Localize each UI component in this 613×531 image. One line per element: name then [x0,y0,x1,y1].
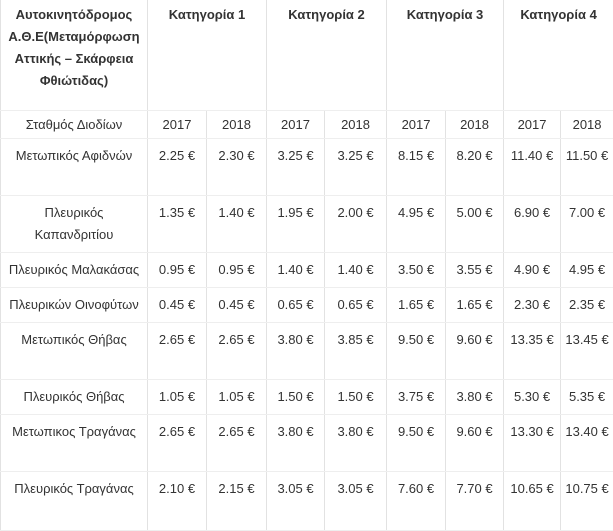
toll-price: 8.20 € [446,138,504,195]
toll-price: 10.65 € [504,471,561,530]
toll-price: 4.95 € [561,252,613,287]
category-header: Κατηγορία 1 [148,0,267,110]
toll-price: 4.95 € [387,195,446,252]
toll-price: 5.30 € [504,379,561,414]
station-name: Μετωπικός Αφιδνών [1,138,148,195]
toll-price: 3.55 € [446,252,504,287]
toll-price: 1.40 € [207,195,267,252]
toll-price: 11.40 € [504,138,561,195]
toll-price: 13.45 € [561,322,613,379]
category-header: Κατηγορία 3 [387,0,504,110]
table-row: Αυτοκινητόδρομος Α.Θ.Ε(Μεταμόρφωση Αττικ… [1,0,613,110]
year-header: 2018 [446,110,504,138]
toll-price: 9.50 € [387,414,446,471]
toll-price: 3.05 € [267,471,325,530]
toll-price: 2.30 € [504,287,561,322]
toll-price: 3.80 € [267,322,325,379]
toll-price: 2.10 € [148,471,207,530]
toll-price: 1.95 € [267,195,325,252]
toll-price: 2.00 € [325,195,387,252]
toll-price: 1.35 € [148,195,207,252]
toll-price: 2.65 € [207,414,267,471]
toll-price: 0.95 € [207,252,267,287]
toll-price: 9.60 € [446,414,504,471]
toll-price: 0.65 € [267,287,325,322]
toll-price: 9.50 € [387,322,446,379]
page: {"table": { "header": {"title": "Αυτοκιν… [0,0,613,484]
year-header: 2017 [148,110,207,138]
toll-price: 3.80 € [325,414,387,471]
toll-price: 2.65 € [148,414,207,471]
category-header: Κατηγορία 4 [504,0,613,110]
toll-price: 1.65 € [387,287,446,322]
toll-price: 0.95 € [148,252,207,287]
toll-price: 1.40 € [267,252,325,287]
toll-price: 3.25 € [325,138,387,195]
toll-price: 1.50 € [267,379,325,414]
year-header: 2018 [207,110,267,138]
toll-price: 6.90 € [504,195,561,252]
toll-price: 3.80 € [446,379,504,414]
station-name: Πλευρικός Μαλακάσας [1,252,148,287]
year-header: 2018 [561,110,613,138]
toll-price: 1.05 € [148,379,207,414]
toll-price: 0.45 € [148,287,207,322]
toll-price: 4.90 € [504,252,561,287]
toll-price: 10.75 € [561,471,613,530]
station-name: Πλευρικός Τραγάνας [1,471,148,530]
toll-price: 1.50 € [325,379,387,414]
toll-price: 2.15 € [207,471,267,530]
toll-price: 2.35 € [561,287,613,322]
toll-price: 2.25 € [148,138,207,195]
toll-price: 2.30 € [207,138,267,195]
toll-price: 2.65 € [207,322,267,379]
toll-price: 11.50 € [561,138,613,195]
year-header: 2018 [325,110,387,138]
toll-price: 0.45 € [207,287,267,322]
toll-price: 13.35 € [504,322,561,379]
station-name: Πλευρικός Θήβας [1,379,148,414]
toll-price: 0.65 € [325,287,387,322]
station-name: Πλευρικών Οινοφύτων [1,287,148,322]
station-name: Μετωπικός Θήβας [1,322,148,379]
toll-price: 3.75 € [387,379,446,414]
toll-price: 1.40 € [325,252,387,287]
station-name: Πλευρικός Καπανδριτίου [1,195,148,252]
toll-price: 7.60 € [387,471,446,530]
toll-price: 9.60 € [446,322,504,379]
toll-price: 5.00 € [446,195,504,252]
year-header: 2017 [267,110,325,138]
station-header: Σταθμός Διοδίων [1,110,148,138]
year-header: 2017 [387,110,446,138]
toll-price: 3.25 € [267,138,325,195]
year-header: 2017 [504,110,561,138]
toll-price: 3.80 € [267,414,325,471]
toll-price: 13.30 € [504,414,561,471]
toll-price: 3.50 € [387,252,446,287]
toll-price: 3.05 € [325,471,387,530]
table-title: Αυτοκινητόδρομος Α.Θ.Ε(Μεταμόρφωση Αττικ… [1,0,148,110]
toll-price: 8.15 € [387,138,446,195]
toll-price: 7.00 € [561,195,613,252]
category-header: Κατηγορία 2 [267,0,387,110]
toll-price: 2.65 € [148,322,207,379]
toll-price: 7.70 € [446,471,504,530]
toll-price: 5.35 € [561,379,613,414]
station-name: Μετωπικος Τραγάνας [1,414,148,471]
toll-price: 3.85 € [325,322,387,379]
toll-price: 1.65 € [446,287,504,322]
toll-price: 1.05 € [207,379,267,414]
toll-price: 13.40 € [561,414,613,471]
